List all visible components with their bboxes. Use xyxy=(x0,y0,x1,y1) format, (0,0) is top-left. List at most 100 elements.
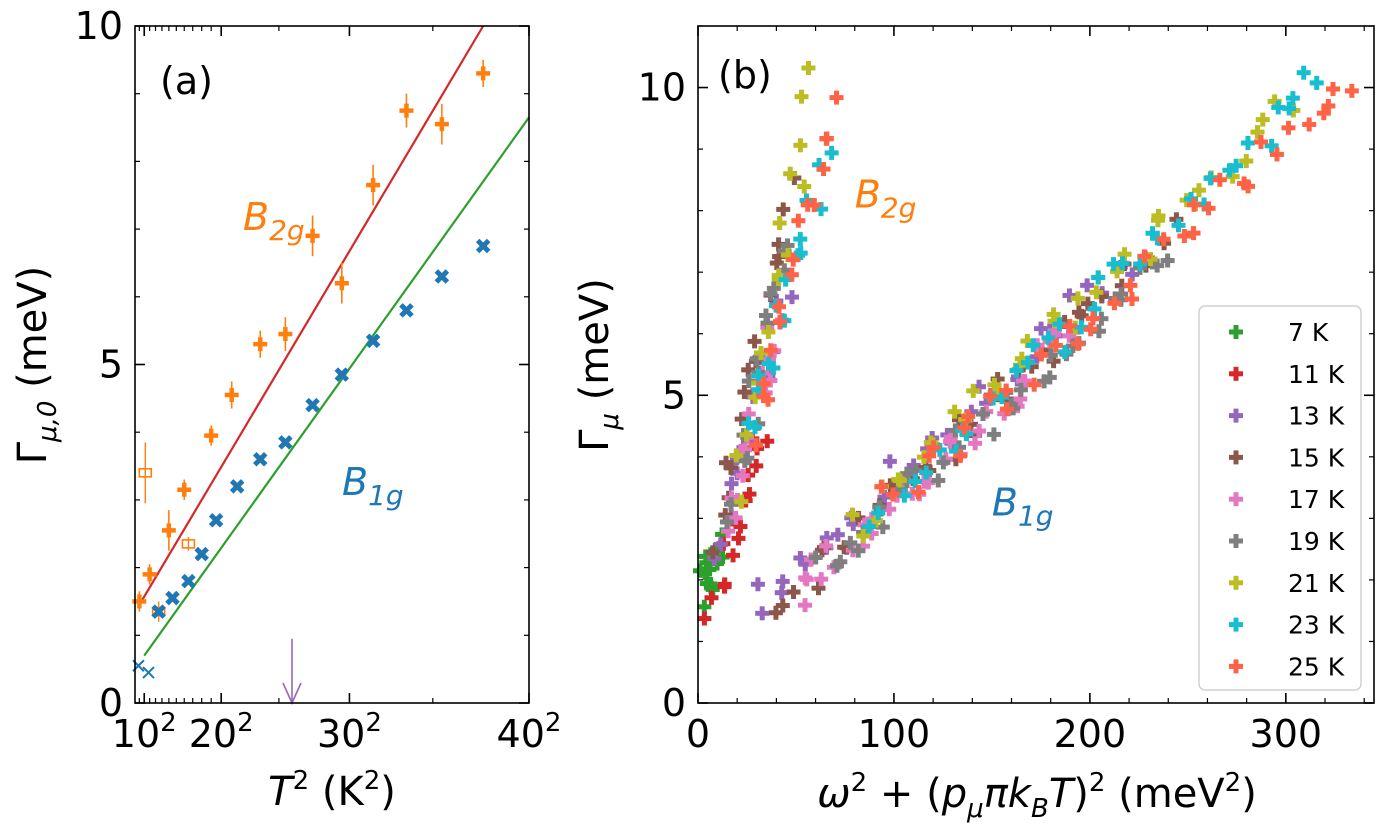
b1g-point-25k-34 xyxy=(1316,106,1331,121)
b1g-point-10 xyxy=(365,333,381,349)
marker-d2 xyxy=(252,452,268,467)
b1g-point-25k-35 xyxy=(1321,98,1336,113)
b1g-point-13k-32 xyxy=(1062,288,1077,303)
panel-b-legend: 7 K 11 K 13 K 15 K 17 K 19 K 21 K 23 K 25 K xyxy=(1198,305,1362,691)
b2g-point-23k-5 xyxy=(766,360,781,375)
marker-d2 xyxy=(142,666,155,679)
b2g-point-11k-10 xyxy=(742,487,757,502)
b2g-point-23k-11 xyxy=(793,246,808,261)
b-xtick-label-2: 200 xyxy=(1054,712,1127,756)
b1g-point-21k-5 xyxy=(892,473,907,488)
b2g-point-5 xyxy=(224,387,239,402)
b2g-point-19k-10 xyxy=(758,308,773,323)
b2g-point-11k-3 xyxy=(717,577,732,592)
legend-label-19k: 19 K xyxy=(1288,527,1345,556)
panel-b-x-k-sub: B xyxy=(1031,794,1049,824)
b2g-point-3 xyxy=(177,482,192,497)
b1g-point-19k-24 xyxy=(1042,370,1057,385)
b1g-point-0 xyxy=(151,604,166,619)
panel-a-b2g-tag-sub: 2g xyxy=(269,214,305,247)
b1g-point-21k-0 xyxy=(845,507,860,522)
b1g-point-25k-37 xyxy=(1344,83,1359,98)
b2g-point-25k-2 xyxy=(760,392,775,407)
b1g-point-19k-0 xyxy=(808,550,823,565)
b2g-point-25k-6 xyxy=(771,299,786,314)
b2g-point-23k-15 xyxy=(824,145,839,160)
b2g-point-11k-7 xyxy=(731,531,746,546)
b1g-point-13 xyxy=(475,238,491,254)
b2g-point-11 xyxy=(399,103,414,118)
marker-d2 xyxy=(181,573,196,589)
tag-sub: 1g xyxy=(1018,499,1054,532)
panel-a-b1g-tag-sub: 1g xyxy=(368,479,404,512)
b2g-point-2 xyxy=(161,523,176,538)
a-xtick-sup: 2 xyxy=(545,708,562,738)
b2g-point-25k-12 xyxy=(816,162,831,177)
b1g-point-21k-12 xyxy=(987,377,1002,392)
b2g-point-7 xyxy=(278,327,293,342)
b1g-point-21k-21 xyxy=(1089,285,1104,300)
panel-b-data-points xyxy=(692,60,1359,626)
marker-d2 xyxy=(229,479,245,494)
b1g-point-25k-32 xyxy=(1281,120,1296,135)
b1g-open-point-1 xyxy=(142,666,155,679)
b2g-point-21k-12 xyxy=(797,179,812,194)
a-ytick-label-1: 5 xyxy=(99,343,123,387)
tag-main: B xyxy=(855,173,881,217)
b1g-point-21k-33 xyxy=(1239,154,1254,169)
panel-b-b2g-tag: B2g xyxy=(855,173,917,225)
b1g-point-25k-1 xyxy=(885,487,900,502)
b2g-point-21k-1 xyxy=(729,448,744,463)
a-xtick-label-1: 202 xyxy=(189,708,254,756)
b2g-point-21k-13 xyxy=(793,138,808,153)
panel-b-y-label-gamma: Γ xyxy=(572,429,618,452)
b1g-point-25k-2 xyxy=(911,485,926,500)
b1g-point-7 xyxy=(278,435,293,450)
b2g-point-21k-14 xyxy=(794,89,809,104)
marker-d2 xyxy=(305,397,320,413)
b1g-point-23k-13 xyxy=(1026,338,1041,353)
b2g-open-point-2 xyxy=(181,539,196,549)
b1g-point-23k-37 xyxy=(1309,75,1324,90)
legend-label-13k: 13 K xyxy=(1288,402,1345,431)
b1g-point-15k-0 xyxy=(768,605,783,620)
b1g-point-13k-33 xyxy=(1080,278,1095,293)
marker-d2 xyxy=(475,238,491,254)
b1g-point-25k-17 xyxy=(1085,311,1100,326)
panel-a-fit-lines xyxy=(138,25,530,657)
b1g-point-21k-11 xyxy=(966,383,981,398)
b1g-point-5 xyxy=(229,479,245,494)
b2g-point-4 xyxy=(204,428,219,443)
a-ytick-label-0: 0 xyxy=(99,681,123,725)
b2g-point-15k-9 xyxy=(747,334,762,349)
panel-b-x-unit-close: ) xyxy=(1241,771,1257,817)
b2g-point-6 xyxy=(253,337,268,352)
b1g-point-4 xyxy=(208,512,224,528)
marker-d2 xyxy=(165,590,180,606)
b1g-point-25k-14 xyxy=(1062,318,1077,333)
panel-b-x-p: p xyxy=(941,771,967,817)
panel-b-x-omega-sup: 2 xyxy=(851,768,868,798)
b1g-point-13k-1 xyxy=(750,577,765,592)
b-ytick-label-1: 5 xyxy=(662,373,686,417)
b1g-point-23k-31 xyxy=(1240,135,1255,150)
b2g-point-15k-4 xyxy=(723,460,738,475)
a-xtick-base: 20 xyxy=(189,712,237,756)
legend-marker-23k xyxy=(1229,617,1243,632)
b-xtick-label-1: 100 xyxy=(858,712,931,756)
legend-marker-19k xyxy=(1229,534,1243,548)
a-xtick-label-3: 402 xyxy=(497,708,562,756)
b1g-point-17k-0 xyxy=(798,598,813,613)
b1g-point-25k-24 xyxy=(1186,226,1201,241)
b1g-point-1 xyxy=(165,590,180,606)
b1g-point-23k-32 xyxy=(1264,138,1279,153)
b2g-point-8 xyxy=(305,228,320,243)
b2g-open-point-0 xyxy=(138,468,153,478)
panel-a-label: (a) xyxy=(160,59,213,103)
panel-b-frame xyxy=(697,25,1375,704)
panel-a-x-label-unit-close: ) xyxy=(380,769,396,815)
a-xtick-base: 40 xyxy=(497,712,545,756)
b1g-point-15k-2 xyxy=(786,585,801,600)
